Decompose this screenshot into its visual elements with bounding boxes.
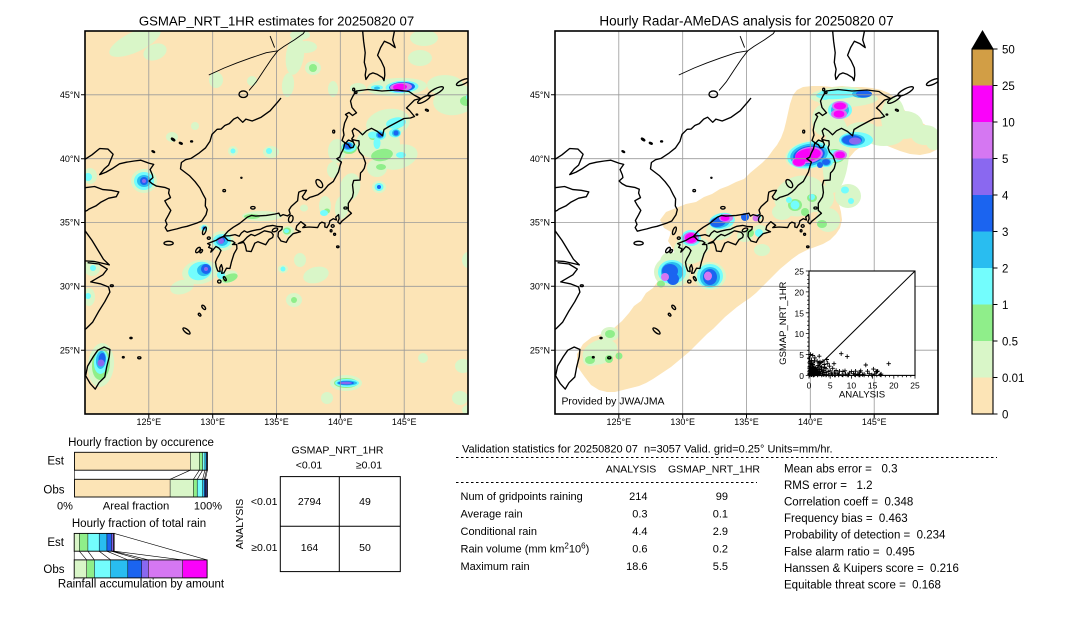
svg-text:10: 10: [847, 380, 857, 390]
svg-text:125°E: 125°E: [606, 417, 631, 427]
svg-text:100%: 100%: [194, 501, 222, 513]
svg-text:ANALYSIS: ANALYSIS: [234, 499, 246, 550]
svg-text:<0.01: <0.01: [251, 496, 278, 508]
svg-text:0: 0: [799, 371, 804, 381]
svg-text:45°N: 45°N: [530, 90, 550, 100]
svg-text:125°E: 125°E: [136, 417, 161, 427]
svg-text:145°E: 145°E: [392, 417, 417, 427]
svg-text:25: 25: [1002, 81, 1015, 93]
svg-text:25°N: 25°N: [60, 345, 80, 355]
svg-text:GSMAP_NRT_1HR: GSMAP_NRT_1HR: [292, 445, 384, 457]
svg-text:49: 49: [359, 496, 371, 508]
svg-text:False alarm ratio = 0.495: False alarm ratio = 0.495: [784, 546, 915, 558]
svg-text:Hanssen & Kuipers score = 0.2: Hanssen & Kuipers score = 0.216: [784, 563, 959, 575]
svg-text:15: 15: [868, 380, 878, 390]
svg-text:0.01: 0.01: [1002, 373, 1024, 385]
svg-text:<0.01: <0.01: [296, 459, 323, 471]
svg-text:140°E: 140°E: [328, 417, 353, 427]
svg-text:Correlation coeff = 0.348: Correlation coeff = 0.348: [784, 497, 913, 509]
svg-text:Hourly fraction by occurence: Hourly fraction by occurence: [68, 437, 214, 449]
svg-text:ANALYSIS: ANALYSIS: [839, 390, 885, 401]
svg-text:Frequency bias = 0.463: Frequency bias = 0.463: [784, 513, 908, 525]
svg-text:164: 164: [301, 542, 319, 554]
svg-text:99: 99: [716, 491, 728, 503]
svg-text:5: 5: [1002, 154, 1008, 166]
svg-text:Average rain: Average rain: [461, 509, 523, 521]
svg-text:30°N: 30°N: [530, 282, 550, 292]
svg-text:25°N: 25°N: [530, 345, 550, 355]
svg-text:5: 5: [799, 350, 804, 360]
svg-text:20: 20: [795, 287, 805, 297]
svg-text:0.2: 0.2: [713, 544, 728, 556]
svg-text:GSMAP_NRT_1HR: GSMAP_NRT_1HR: [778, 281, 789, 364]
svg-text:Rainfall accumulation by amoun: Rainfall accumulation by amount: [58, 579, 225, 591]
svg-text:Equitable threat score = 0.16: Equitable threat score = 0.168: [784, 580, 941, 592]
svg-text:20: 20: [889, 380, 899, 390]
svg-text:10: 10: [1002, 118, 1015, 130]
svg-text:0.1: 0.1: [713, 509, 728, 521]
svg-text:Hourly Radar-AMeDAS analysis f: Hourly Radar-AMeDAS analysis for 2025082…: [599, 14, 893, 29]
svg-text:0%: 0%: [57, 501, 73, 513]
svg-text:ANALYSIS: ANALYSIS: [606, 464, 657, 476]
svg-text:1: 1: [1002, 300, 1008, 312]
svg-text:50: 50: [359, 542, 371, 554]
svg-text:Maximum rain: Maximum rain: [461, 561, 530, 573]
svg-text:Obs: Obs: [43, 485, 64, 497]
svg-text:25: 25: [795, 267, 805, 277]
svg-text:2.9: 2.9: [713, 526, 728, 538]
svg-text:RMS error = 1.2: RMS error = 1.2: [784, 480, 873, 492]
svg-text:Conditional rain: Conditional rain: [461, 526, 537, 538]
svg-text:25: 25: [910, 380, 920, 390]
svg-text:40°N: 40°N: [530, 154, 550, 164]
svg-text:5: 5: [828, 380, 833, 390]
svg-text:4: 4: [1002, 191, 1009, 203]
svg-text:2794: 2794: [298, 496, 322, 508]
svg-text:15: 15: [795, 308, 805, 318]
svg-text:30°N: 30°N: [60, 282, 80, 292]
svg-text:Areal fraction: Areal fraction: [103, 501, 170, 513]
svg-text:GSMAP_NRT_1HR estimates for 20: GSMAP_NRT_1HR estimates for 20250820 07: [139, 14, 414, 29]
svg-text:3: 3: [1002, 227, 1008, 239]
svg-text:Mean abs error = 0.3: Mean abs error = 0.3: [784, 463, 897, 475]
svg-text:214: 214: [629, 491, 647, 503]
svg-text:130°E: 130°E: [670, 417, 695, 427]
svg-text:≥0.01: ≥0.01: [251, 542, 277, 554]
svg-text:0.6: 0.6: [632, 544, 647, 556]
svg-text:18.6: 18.6: [626, 561, 647, 573]
svg-text:10: 10: [795, 329, 805, 339]
svg-text:Probability of detection = 0.: Probability of detection = 0.234: [784, 530, 946, 542]
svg-text:50: 50: [1002, 45, 1015, 57]
svg-text:4.4: 4.4: [632, 526, 647, 538]
svg-text:0.5: 0.5: [1002, 337, 1018, 349]
svg-text:145°E: 145°E: [862, 417, 887, 427]
svg-text:130°E: 130°E: [200, 417, 225, 427]
svg-text:Est: Est: [47, 537, 64, 549]
svg-text:Hourly fraction of total rain: Hourly fraction of total rain: [72, 518, 206, 530]
svg-text:0: 0: [1002, 410, 1008, 422]
svg-text:135°E: 135°E: [264, 417, 289, 427]
svg-text:140°E: 140°E: [798, 417, 823, 427]
svg-text:Est: Est: [47, 456, 64, 468]
svg-text:Validation statistics for 2025: Validation statistics for 20250820 07 n=…: [462, 443, 833, 455]
svg-text:Num of gridpoints raining: Num of gridpoints raining: [461, 491, 583, 503]
svg-text:5.5: 5.5: [713, 561, 728, 573]
svg-text:≥0.01: ≥0.01: [356, 459, 382, 471]
svg-text:Obs: Obs: [43, 564, 64, 576]
svg-text:0: 0: [807, 380, 812, 390]
svg-text:Rain volume (mm km2106): Rain volume (mm km2106): [461, 542, 590, 556]
svg-text:2: 2: [1002, 264, 1008, 276]
svg-text:40°N: 40°N: [60, 154, 80, 164]
svg-text:Provided by JWA/JMA: Provided by JWA/JMA: [562, 397, 665, 408]
svg-text:45°N: 45°N: [60, 90, 80, 100]
svg-text:135°E: 135°E: [734, 417, 759, 427]
svg-text:0.3: 0.3: [632, 509, 647, 521]
svg-text:GSMAP_NRT_1HR: GSMAP_NRT_1HR: [668, 464, 760, 476]
svg-text:35°N: 35°N: [530, 218, 550, 228]
svg-text:35°N: 35°N: [60, 218, 80, 228]
